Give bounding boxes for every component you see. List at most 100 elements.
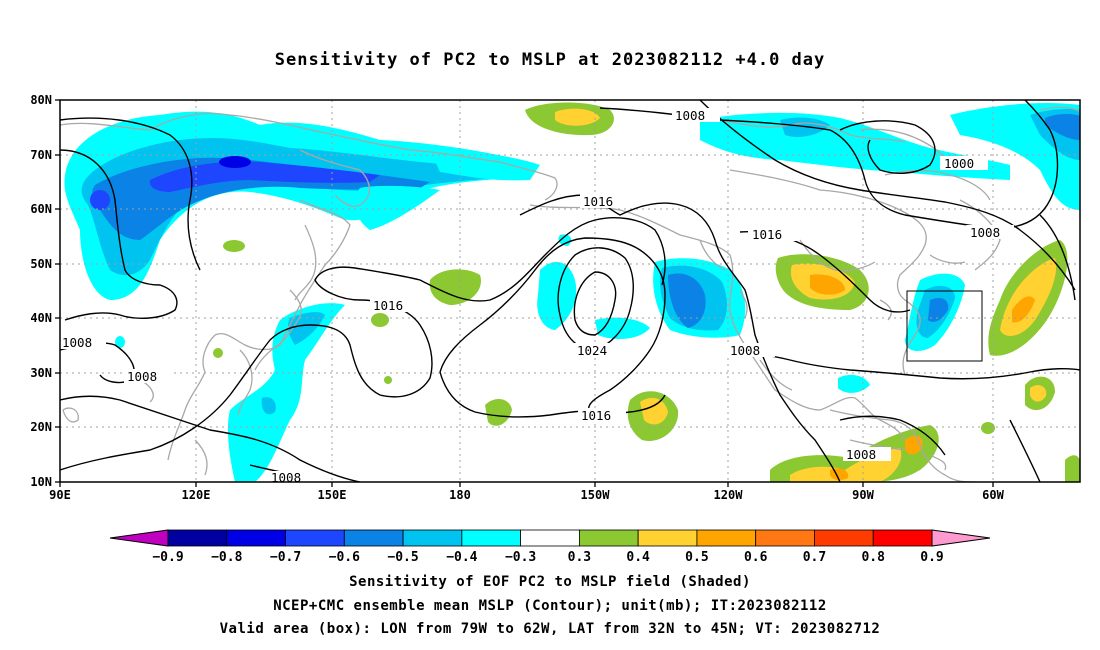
map-title: Sensitivity of PC2 to MSLP at 2023082112… xyxy=(274,50,826,70)
colorbar-label: −0.7 xyxy=(270,550,301,565)
positive-sensitivity-region xyxy=(384,376,392,384)
negative-sensitivity-region xyxy=(115,336,125,348)
colorbar-segment xyxy=(343,529,404,547)
negative-sensitivity-region xyxy=(219,156,251,168)
lat-tick-label: 70N xyxy=(30,148,52,162)
lat-tick-label: 60N xyxy=(30,202,52,216)
colorbar-label: −0.4 xyxy=(446,550,477,565)
colorbar-label: 0.6 xyxy=(744,550,768,565)
contour-label: 1016 xyxy=(583,194,613,209)
valid-area-box xyxy=(906,290,983,362)
negative-sensitivity-region xyxy=(928,298,949,322)
positive-sensitivity-region xyxy=(223,240,245,252)
colorbar-high-arrow xyxy=(931,529,991,547)
positive-sensitivity-region xyxy=(1030,385,1047,402)
lon-tick-label: 120E xyxy=(182,488,211,502)
footer-line-1: Sensitivity of EOF PC2 to MSLP field (Sh… xyxy=(349,574,751,590)
contour-label: 1000 xyxy=(944,156,974,171)
negative-sensitivity-region xyxy=(1045,114,1080,140)
colorbar-segment xyxy=(814,529,874,547)
lon-tick-label: 90E xyxy=(49,488,71,502)
contour-label: 1008 xyxy=(62,335,92,350)
positive-sensitivity-region xyxy=(213,348,223,358)
colorbar-label: 0.5 xyxy=(685,550,708,565)
contour-label: 1008 xyxy=(970,225,1000,240)
contour-label: 1008 xyxy=(846,447,876,462)
footer-line-2: NCEP+CMC ensemble mean MSLP (Contour); u… xyxy=(273,598,827,614)
colorbar-segment xyxy=(637,529,698,547)
shaded-field xyxy=(64,102,1080,482)
positive-sensitivity-region xyxy=(555,108,600,126)
colorbar-label: −0.8 xyxy=(211,550,242,565)
colorbar-label: 0.3 xyxy=(568,550,591,565)
lon-tick-label: 150E xyxy=(318,488,347,502)
colorbar-label: 0.7 xyxy=(803,550,826,565)
latitude-labels: 80N 70N 60N 50N 40N 30N 20N 10N xyxy=(30,93,52,489)
positive-sensitivity-region xyxy=(981,422,995,434)
contour-label: 1024 xyxy=(577,343,607,358)
negative-sensitivity-region xyxy=(700,112,1010,180)
negative-sensitivity-region xyxy=(227,303,345,482)
lat-tick-label: 30N xyxy=(30,366,52,380)
colorbar-segment xyxy=(402,529,463,547)
tick-marks xyxy=(55,99,994,487)
lat-tick-label: 50N xyxy=(30,257,52,271)
contour-label: 1008 xyxy=(730,343,760,358)
contour-label: 1016 xyxy=(752,227,782,242)
colorbar-label: 0.9 xyxy=(920,550,943,565)
colorbar-segment xyxy=(226,529,286,547)
negative-sensitivity-region xyxy=(780,117,830,137)
contour-label: 1016 xyxy=(373,298,403,313)
colorbar-segment xyxy=(461,529,522,547)
negative-sensitivity-region xyxy=(838,374,870,393)
negative-sensitivity-region xyxy=(90,190,110,210)
colorbar-label: −0.9 xyxy=(152,550,183,565)
contour-labels: 1008 1000 1016 1016 1008 1016 1024 1008 … xyxy=(60,108,1014,485)
positive-sensitivity-region xyxy=(810,274,845,295)
colorbar-segment xyxy=(578,529,639,547)
colorbar-label: 0.8 xyxy=(861,550,885,565)
lat-tick-label: 40N xyxy=(30,311,52,325)
coastlines xyxy=(60,106,1080,482)
colorbar-segment xyxy=(696,529,757,547)
gridlines xyxy=(60,100,1080,482)
colorbar-segment xyxy=(872,529,933,547)
contour-label: 1008 xyxy=(675,108,705,123)
positive-sensitivity-region xyxy=(640,397,668,425)
colorbar: −0.9 −0.8 −0.7 −0.6 −0.5 −0.4 −0.3 0.3 0.4 0.5 0.6… xyxy=(109,529,991,565)
lat-tick-label: 10N xyxy=(30,475,52,489)
lon-tick-label: 60W xyxy=(982,488,1004,502)
negative-sensitivity-region xyxy=(354,185,440,230)
negative-sensitivity-region xyxy=(430,150,540,181)
positive-sensitivity-region xyxy=(485,398,512,426)
contour-label: 1008 xyxy=(127,369,157,384)
lon-tick-label: 120W xyxy=(714,488,744,502)
contour-label: 1016 xyxy=(581,408,611,423)
negative-sensitivity-region xyxy=(261,397,276,415)
positive-sensitivity-region xyxy=(429,269,481,305)
positive-sensitivity-region xyxy=(1012,296,1035,323)
negative-sensitivity-region xyxy=(558,234,572,246)
colorbar-segment xyxy=(755,529,815,547)
colorbar-segment xyxy=(520,529,580,547)
lon-tick-label: 180 xyxy=(449,488,471,502)
colorbar-label: −0.6 xyxy=(329,550,360,565)
colorbar-segment xyxy=(285,529,345,547)
colorbar-segment xyxy=(167,529,228,547)
lon-tick-label: 150W xyxy=(581,488,611,502)
colorbar-label: −0.5 xyxy=(387,550,418,565)
colorbar-label: −0.3 xyxy=(505,550,536,565)
colorbar-low-arrow xyxy=(109,529,169,547)
negative-sensitivity-region xyxy=(668,273,706,328)
colorbar-label: 0.4 xyxy=(626,550,650,565)
negative-sensitivity-region xyxy=(537,261,577,330)
lon-tick-label: 90W xyxy=(852,488,874,502)
plot-frame xyxy=(59,99,1081,483)
negative-sensitivity-region xyxy=(149,161,380,192)
footer-line-3: Valid area (box): LON from 79W to 62W, L… xyxy=(219,621,881,637)
positive-sensitivity-region xyxy=(1065,455,1080,482)
positive-sensitivity-region xyxy=(371,313,389,327)
lat-tick-label: 80N xyxy=(30,93,52,107)
lat-tick-label: 20N xyxy=(30,420,52,434)
